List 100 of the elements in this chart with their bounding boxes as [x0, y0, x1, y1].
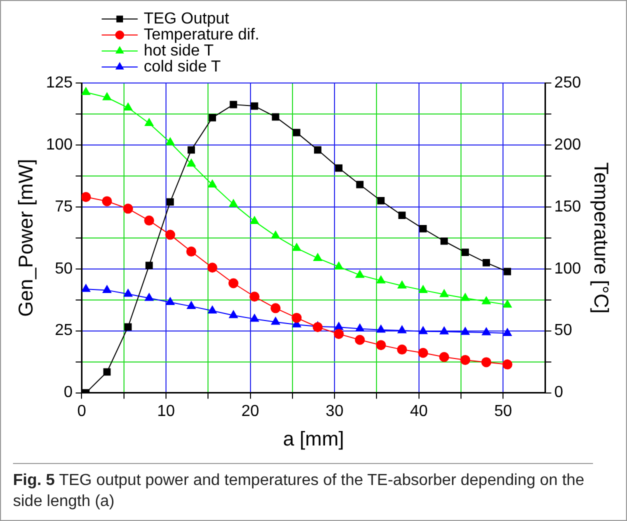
point [334, 322, 344, 330]
point [272, 113, 280, 121]
point [82, 192, 91, 202]
point [208, 114, 216, 122]
point [355, 270, 364, 278]
y-axis-title: Gen_Power [mW] [16, 158, 38, 317]
point [398, 325, 406, 334]
y-tick-label: 75 [54, 198, 73, 216]
point [165, 230, 176, 240]
point [124, 289, 132, 297]
x-tick-label: 30 [326, 402, 344, 420]
point [335, 164, 342, 172]
point [355, 324, 364, 332]
point [292, 128, 300, 136]
y2-tick-label: 0 [554, 384, 564, 402]
point [481, 357, 492, 368]
point [250, 102, 258, 110]
point [249, 292, 260, 302]
point [145, 262, 153, 270]
legend-label: cold side T [144, 58, 221, 76]
point [376, 324, 386, 333]
point [398, 280, 406, 288]
point [229, 199, 238, 207]
point [124, 102, 132, 111]
point [482, 296, 491, 304]
point [334, 328, 344, 339]
point [188, 146, 195, 154]
point [334, 262, 344, 270]
point [250, 216, 259, 224]
point [144, 118, 154, 126]
point [271, 230, 280, 239]
x-tick-label: 50 [494, 402, 512, 420]
point [418, 326, 428, 334]
point [103, 368, 111, 376]
y2-tick-label: 50 [554, 322, 572, 340]
caption: Fig. 5 TEG output power and temperatures of the TE-absorber depending on the side length (a) [13, 471, 586, 512]
point [418, 348, 428, 358]
point [230, 100, 238, 108]
y-tick-label: 50 [54, 260, 73, 278]
point [419, 225, 427, 232]
point [440, 326, 449, 334]
point [460, 293, 470, 301]
x-axis-title: a [mm] [282, 428, 344, 451]
legend-label: TEG Output [144, 10, 230, 28]
x-tick-label: 0 [77, 402, 86, 420]
point [102, 196, 112, 206]
y-tick-label: 100 [46, 136, 73, 154]
point [271, 317, 280, 325]
point [460, 354, 470, 365]
point [460, 327, 470, 335]
point [82, 87, 90, 96]
point [354, 334, 365, 345]
point [312, 322, 323, 332]
point [207, 262, 218, 273]
legend-label: hot side T [144, 42, 214, 60]
point [440, 237, 448, 245]
y-tick-label: 125 [46, 74, 73, 92]
point [123, 204, 134, 214]
point [102, 285, 112, 293]
y2-tick-label: 100 [554, 260, 582, 278]
point [186, 301, 196, 310]
point [102, 92, 112, 100]
point [208, 306, 217, 314]
point [144, 293, 154, 301]
point [504, 268, 512, 276]
y2-tick-label: 150 [554, 198, 582, 216]
point [482, 259, 490, 266]
point [440, 289, 449, 298]
point [250, 314, 259, 322]
x-tick-label: 10 [157, 402, 175, 420]
y2-axis-title: Temperature [°C] [589, 162, 612, 314]
point [314, 146, 322, 154]
y2-tick-label: 250 [554, 74, 582, 92]
point [270, 303, 281, 314]
point [482, 327, 491, 336]
point [229, 310, 238, 318]
point [418, 285, 428, 293]
point [292, 312, 302, 323]
point [397, 344, 408, 355]
y2-tick-label: 200 [554, 136, 582, 154]
y-tick-label: 25 [54, 322, 73, 340]
point [502, 300, 512, 308]
point [166, 137, 175, 146]
point [186, 246, 196, 257]
y-tick-label: 0 [64, 384, 73, 402]
x-tick-label: 40 [410, 402, 428, 420]
point [377, 197, 385, 204]
point [376, 340, 386, 350]
point [439, 352, 450, 362]
point [502, 328, 512, 336]
point [82, 284, 90, 292]
point [398, 212, 406, 220]
point [144, 216, 154, 226]
point [228, 278, 238, 288]
point [166, 198, 174, 206]
point [376, 276, 386, 284]
point [502, 359, 512, 370]
point [356, 180, 364, 188]
point [186, 158, 196, 167]
point [124, 323, 132, 331]
